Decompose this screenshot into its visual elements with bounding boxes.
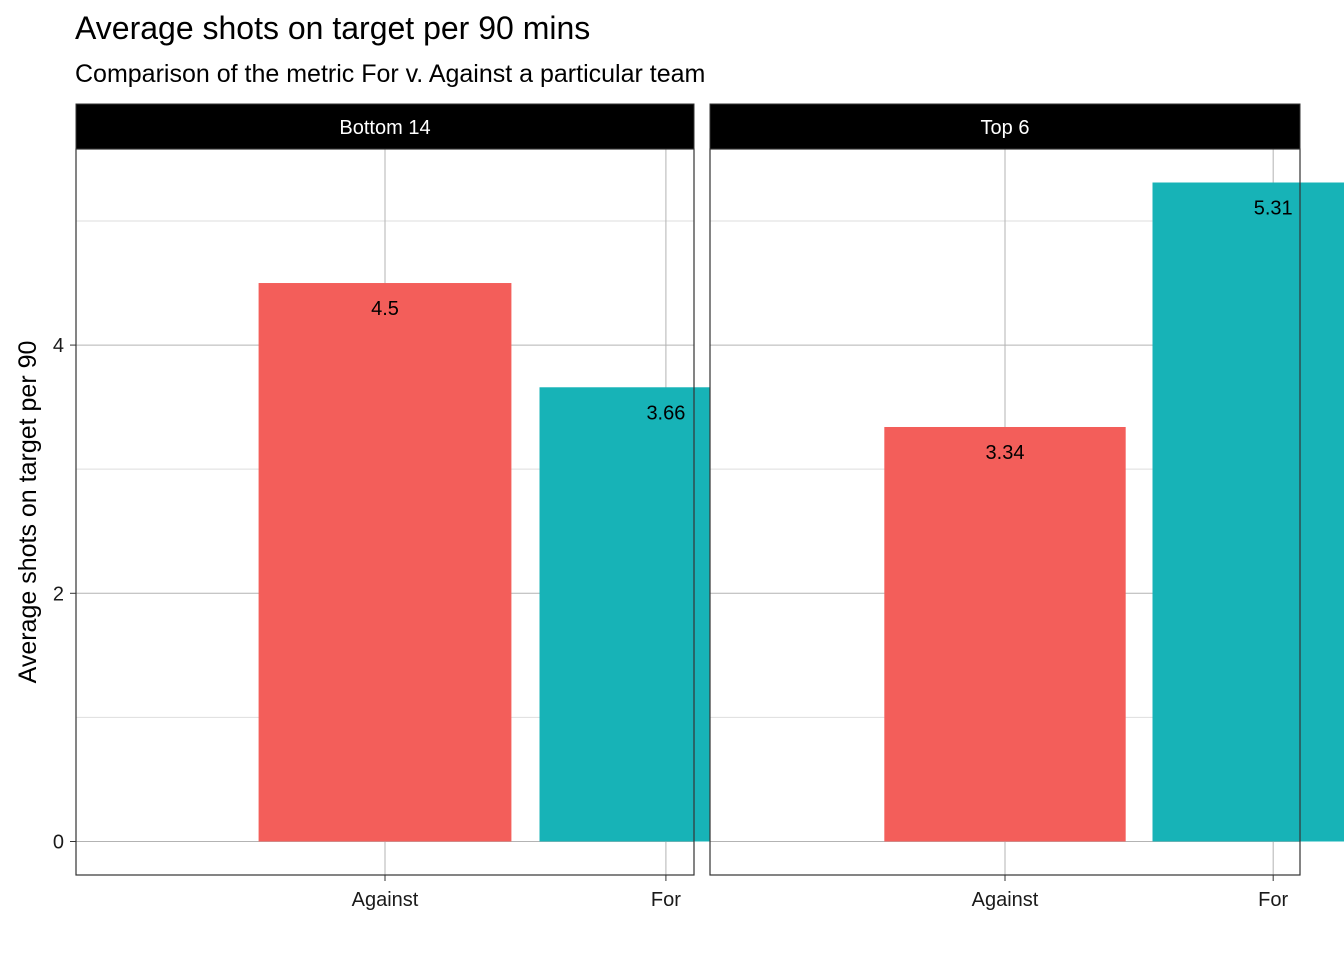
facet-strip-label: Top 6 [981,117,1030,139]
bar-value-label: 5.31 [1254,198,1293,220]
facet-panel: 3.34 5.31 Top 6 Against For [710,104,1344,911]
facet-panels: 4.5 3.66 Bottom 14 Against For 3.34 5.31 Top 6 A… [76,104,1344,911]
bar [1153,183,1344,842]
x-tick-label: Against [972,889,1039,911]
y-axis-label: Average shots on target per 90 [14,341,42,684]
bar-value-label: 3.34 [986,442,1025,464]
y-tick-label: 0 [53,831,64,853]
bar [259,283,512,841]
y-axis: 0 2 4 [53,335,76,853]
x-tick-label: Against [352,889,419,911]
chart-subtitle: Comparison of the metric For v. Against … [75,60,705,88]
chart-title: Average shots on target per 90 mins [75,10,590,46]
bar [884,427,1125,842]
bar-value-label: 4.5 [371,298,399,320]
facet-panel: 4.5 3.66 Bottom 14 Against For [76,104,792,911]
x-tick-label: For [1258,889,1288,911]
facet-strip-label: Bottom 14 [339,117,430,139]
y-tick-label: 2 [53,583,64,605]
bar-value-label: 3.66 [646,402,685,424]
y-tick-label: 4 [53,335,64,357]
x-tick-label: For [651,889,681,911]
